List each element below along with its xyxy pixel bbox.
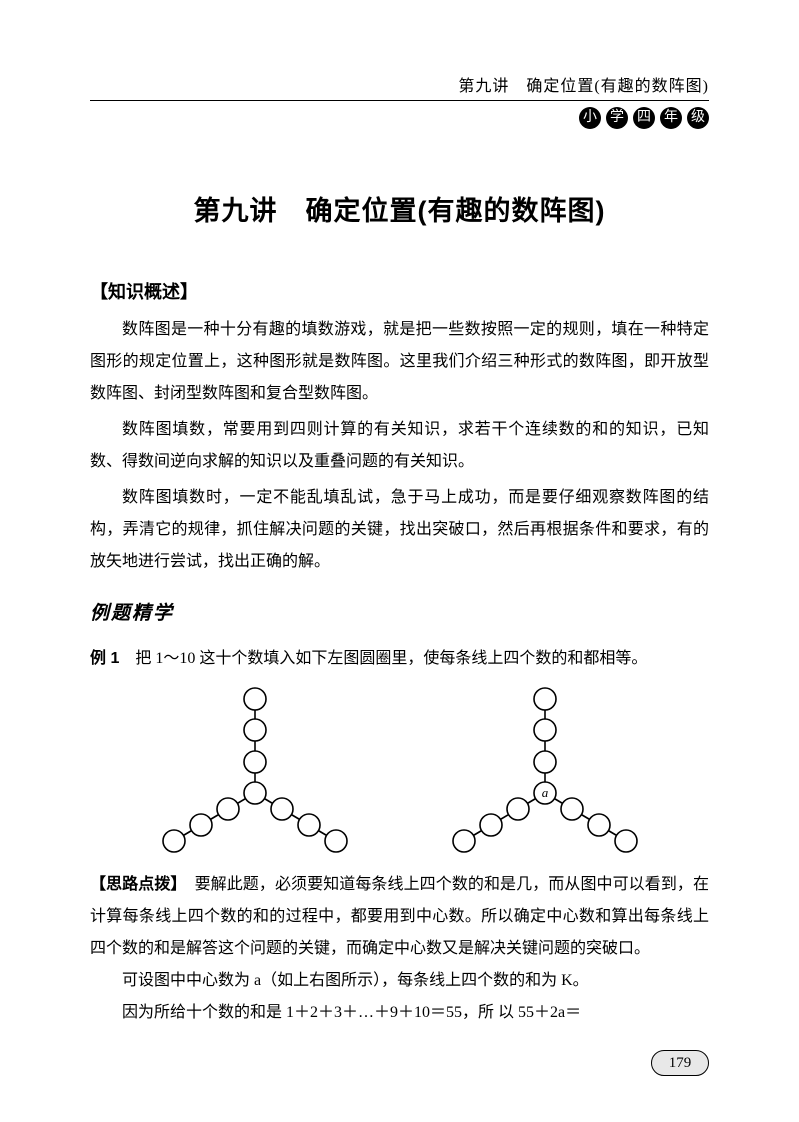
knowledge-paragraph: 数阵图是一种十分有趣的填数游戏，就是把一些数按照一定的规则，填在一种特定图形的规… [90,314,709,410]
page-number-wrap: 179 [651,1050,709,1076]
grade-char: 学 [606,107,628,129]
example-1: 例 1 把 1～10 这十个数填入如下左图圆圈里，使每条线上四个数的和都相等。 [90,643,709,675]
diagram-right: a [435,685,655,855]
example-1-text: 把 1～10 这十个数填入如下左图圆圈里，使每条线上四个数的和都相等。 [119,650,647,667]
example-1-label: 例 1 [90,650,119,667]
diagram-left [145,685,365,855]
hint-paragraph: 因为所给十个数的和是 1＋2＋3＋…＋9＋10＝55，所 以 55＋2a＝ [90,997,709,1029]
header-breadcrumb: 第九讲 确定位置(有趣的数阵图) [90,72,709,101]
hint-paragraph: 可设图中中心数为 a（如上右图所示），每条线上四个数的和为 K。 [90,965,709,997]
grade-char: 四 [633,107,655,129]
examples-heading: 例题精学 [90,598,709,625]
knowledge-paragraph: 数阵图填数时，一定不能乱填乱试，急于马上成功，而是要仔细观察数阵图的结构，弄清它… [90,482,709,578]
hint-paragraph: 【思路点拨】 要解此题，必须要知道每条线上四个数的和是几，而从图中可以看到，在计… [90,869,709,965]
diagram-row: a [90,685,709,855]
grade-badges: 小 学 四 年 级 [90,107,709,129]
svg-text:a: a [541,785,548,800]
knowledge-heading: 【知识概述】 [90,278,709,304]
hint-body: 要解此题，必须要知道每条线上四个数的和是几，而从图中可以看到，在计算每条线上四个… [90,876,709,957]
grade-char: 级 [687,107,709,129]
grade-char: 年 [660,107,682,129]
page-number: 179 [651,1050,709,1076]
hint-label: 【思路点拨】 [90,876,178,893]
grade-char: 小 [579,107,601,129]
knowledge-paragraph: 数阵图填数，常要用到四则计算的有关知识，求若干个连续数的和的知识，已知数、得数间… [90,414,709,478]
chapter-title: 第九讲 确定位置(有趣的数阵图) [90,189,709,228]
